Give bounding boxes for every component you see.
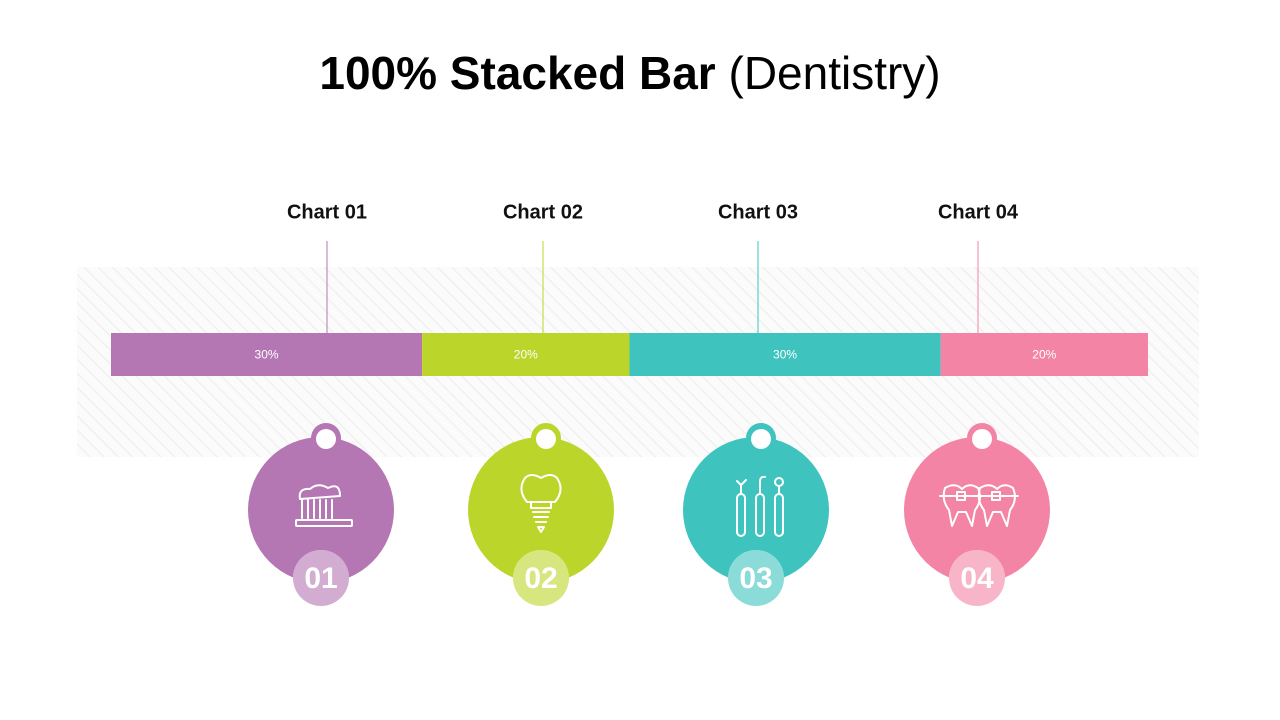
badge-number: 02 — [524, 562, 557, 595]
number-bubble — [293, 550, 349, 606]
icon-braces — [939, 484, 1019, 527]
legend-label: Chart 03 — [718, 201, 798, 223]
number-bubble — [728, 550, 784, 606]
legend-label: Chart 04 — [938, 201, 1019, 223]
title-sub: (Dentistry) — [729, 47, 941, 99]
icon-implant — [520, 474, 562, 533]
number-bubble — [513, 550, 569, 606]
tag-hole — [316, 429, 336, 449]
title: 100% Stacked Bar (Dentistry) — [319, 47, 940, 99]
badge-number: 03 — [739, 562, 772, 595]
tag-hole — [751, 429, 771, 449]
icon-dental-tools — [736, 475, 784, 537]
title-main: 100% Stacked Bar — [319, 47, 715, 99]
legend-label: Chart 01 — [287, 201, 367, 223]
bar-segment — [422, 333, 630, 376]
tag-hole — [536, 429, 556, 449]
value-label: 20% — [1032, 348, 1056, 362]
icon-toothbrush — [295, 484, 353, 527]
badge-circle — [468, 437, 614, 583]
number-bubble — [949, 550, 1005, 606]
value-label: 30% — [773, 348, 797, 362]
badge-circle — [904, 437, 1050, 583]
bar-segment — [629, 333, 941, 376]
badge-number: 01 — [304, 562, 337, 595]
tag-hole — [972, 429, 992, 449]
legend-label: Chart 02 — [503, 201, 583, 223]
bar-segment — [940, 333, 1148, 376]
value-label: 20% — [514, 348, 538, 362]
value-label: 30% — [255, 348, 279, 362]
chart-layer: Chart 01 30% 01 Chart 02 20% 02 Chart 03 30% 03 C… — [111, 201, 1148, 606]
bar-segment — [111, 333, 423, 376]
badge-number: 04 — [960, 562, 994, 595]
